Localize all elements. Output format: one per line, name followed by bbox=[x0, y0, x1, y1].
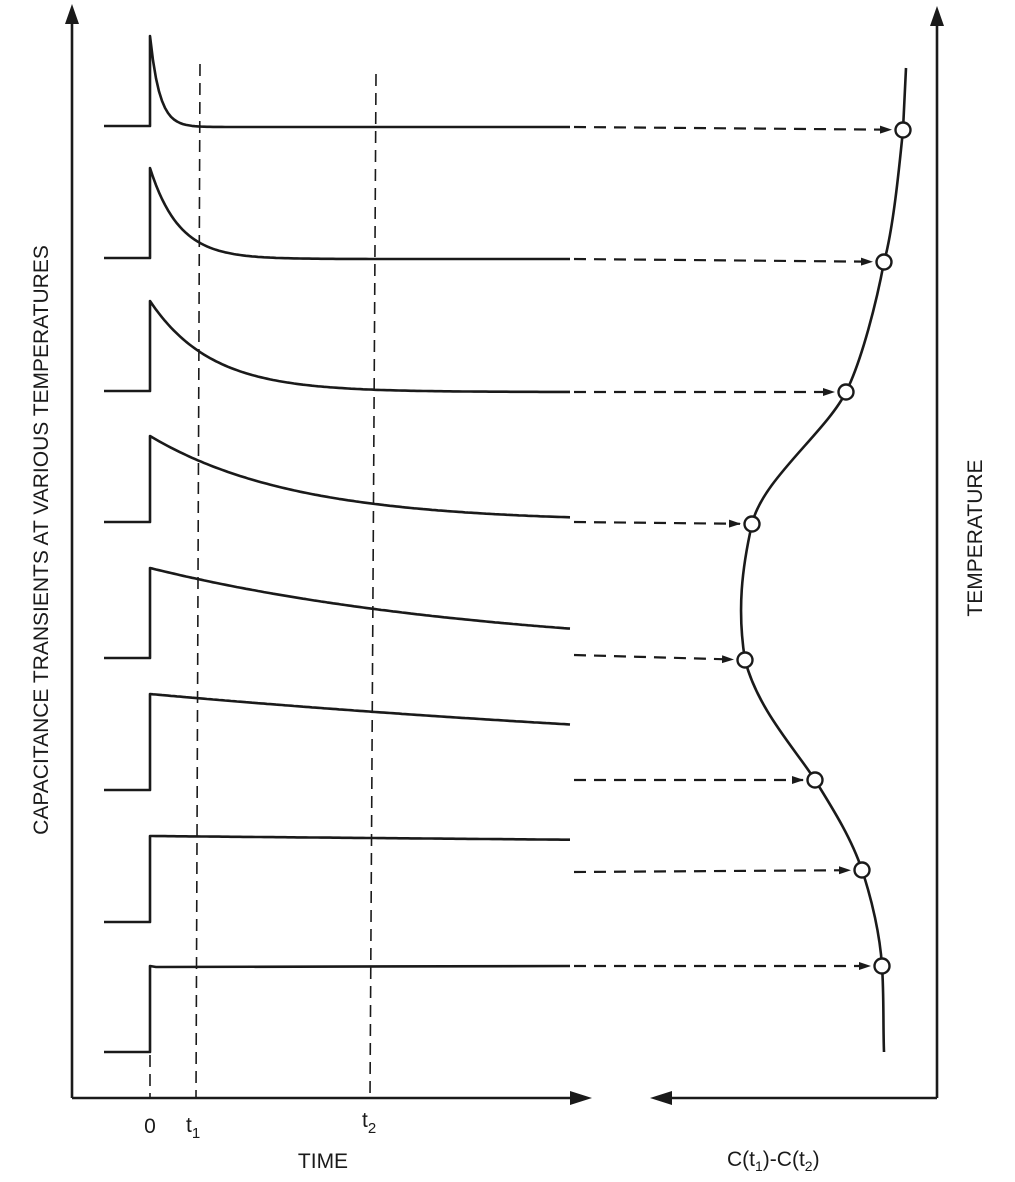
t1-dashed-line bbox=[195, 63, 201, 1099]
connector-arrow-2 bbox=[573, 257, 873, 266]
left-axis-label: CAPACITANCE TRANSIENTS AT VARIOUS TEMPER… bbox=[30, 245, 53, 835]
transient-connectors bbox=[573, 125, 892, 970]
capacitance-transients bbox=[104, 34, 571, 1054]
spectrum-point-3 bbox=[837, 383, 855, 401]
transient-curve-4 bbox=[104, 434, 571, 524]
transient-curve-6 bbox=[104, 692, 571, 792]
transient-curve-5 bbox=[104, 566, 571, 660]
time-axis-arrow-icon bbox=[570, 1091, 592, 1105]
spectrum-point-2 bbox=[875, 253, 893, 271]
spectrum-point-5 bbox=[736, 651, 754, 669]
spectrum-point-6 bbox=[806, 771, 824, 789]
connector-arrow-5 bbox=[573, 653, 734, 664]
transient-curve-3 bbox=[104, 299, 570, 394]
transient-curve-1 bbox=[104, 34, 570, 129]
tick-label-t2: t2 bbox=[362, 1109, 376, 1137]
spectrum-point-4 bbox=[743, 515, 761, 533]
t2-dashed-line bbox=[369, 73, 377, 1099]
spectrum-point-8 bbox=[873, 957, 891, 975]
right-y-axis-arrow-icon bbox=[930, 6, 944, 26]
spectrum-points bbox=[736, 121, 912, 975]
tick-label-origin: 0 bbox=[144, 1115, 156, 1138]
left-y-axis-arrow-icon bbox=[65, 4, 79, 24]
connector-arrow-1 bbox=[573, 125, 892, 134]
connector-arrow-7 bbox=[573, 866, 851, 875]
connector-arrow-4 bbox=[573, 519, 741, 528]
spectrum-point-1 bbox=[894, 121, 912, 139]
dlts-spectrum-curve bbox=[739, 67, 908, 1053]
tick-label-t1: t1 bbox=[186, 1114, 200, 1142]
transient-curve-2 bbox=[104, 166, 570, 261]
transient-curve-8 bbox=[104, 964, 571, 1054]
difference-axis-arrow-icon bbox=[650, 1091, 672, 1105]
spectrum-point-7 bbox=[853, 861, 871, 879]
difference-axis-label: C(t1)-C(t2) bbox=[727, 1148, 820, 1174]
right-axis-label: TEMPERATURE bbox=[964, 459, 987, 616]
time-axis-label: TIME bbox=[298, 1150, 348, 1173]
transient-curve-7 bbox=[104, 834, 570, 924]
